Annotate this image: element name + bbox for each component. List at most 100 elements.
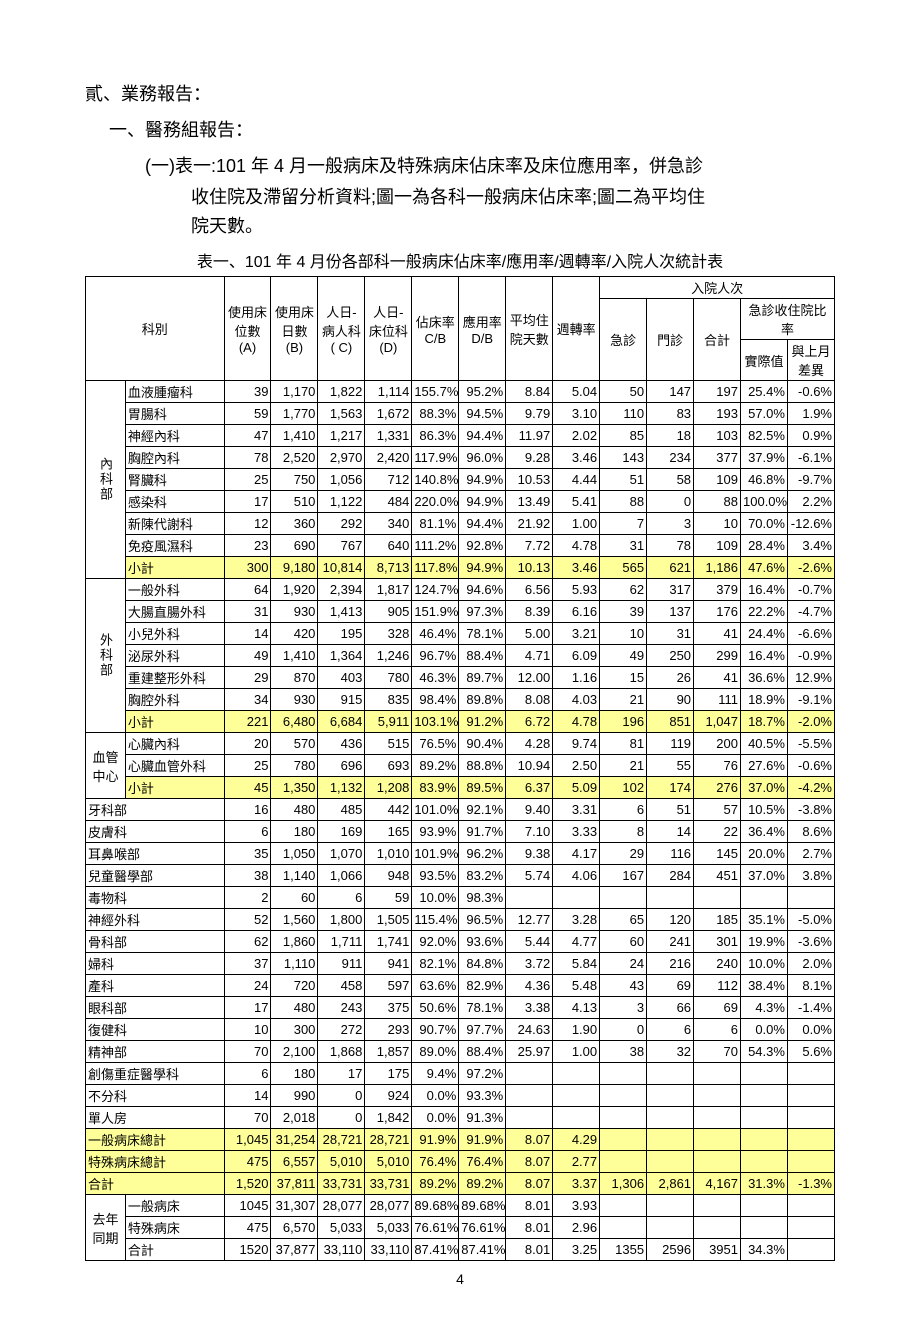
cell: 6.16: [553, 601, 600, 623]
cell: 340: [365, 513, 412, 535]
cell: 1,860: [271, 931, 318, 953]
cell: 26: [647, 667, 694, 689]
cell: [694, 1151, 741, 1173]
cell: 0: [600, 1019, 647, 1041]
cell: [647, 1151, 694, 1173]
cell: [741, 1063, 788, 1085]
cell: 10.0%: [412, 887, 459, 909]
table-row: 合計1,52037,81133,73133,73189.2%89.2%8.073…: [86, 1173, 835, 1195]
cell: [600, 1151, 647, 1173]
cell: 1.16: [553, 667, 600, 689]
row-label: 小計: [125, 711, 224, 733]
table-row: 胸腔內科782,5202,9702,420117.9%96.0%9.283.46…: [86, 447, 835, 469]
cell: 15: [600, 667, 647, 689]
cell: 31.3%: [741, 1173, 788, 1195]
cell: 90.7%: [412, 1019, 459, 1041]
cell: 293: [365, 1019, 412, 1041]
cell: 1,350: [271, 777, 318, 799]
cell: [741, 1085, 788, 1107]
cell: 13.49: [506, 491, 553, 513]
cell: 12.77: [506, 909, 553, 931]
cell: 2.02: [553, 425, 600, 447]
cell: 92.8%: [459, 535, 506, 557]
cell: 8.01: [506, 1239, 553, 1261]
row-label: 骨科部: [86, 931, 225, 953]
cell: 97.7%: [459, 1019, 506, 1041]
cell: 1.00: [553, 1041, 600, 1063]
cell: 4.03: [553, 689, 600, 711]
cell: 8.39: [506, 601, 553, 623]
cell: 930: [271, 601, 318, 623]
cell: 96.7%: [412, 645, 459, 667]
cell: 480: [271, 997, 318, 1019]
cell: 28,077: [365, 1195, 412, 1217]
cell: 1,563: [318, 403, 365, 425]
cell: 124.7%: [412, 579, 459, 601]
cell: 2,420: [365, 447, 412, 469]
cell: 0.0%: [412, 1085, 459, 1107]
cell: 5,010: [318, 1151, 365, 1173]
cell: 38: [224, 865, 271, 887]
hdr-dept: 科別: [86, 277, 225, 381]
hdr-er: 急診: [600, 299, 647, 381]
table-row: 皮膚科618016916593.9%91.7%7.103.338142236.4…: [86, 821, 835, 843]
cell: 0.0%: [741, 1019, 788, 1041]
cell: 1,817: [365, 579, 412, 601]
table-row: 大腸直腸外科319301,413905151.9%97.3%8.396.1639…: [86, 601, 835, 623]
cell: 94.9%: [459, 557, 506, 579]
table-row: 泌尿外科491,4101,3641,24696.7%88.4%4.716.094…: [86, 645, 835, 667]
hdr-er-ratio: 急診收住院比率: [741, 299, 835, 340]
cell: 97.2%: [459, 1063, 506, 1085]
cell: 29: [224, 667, 271, 689]
cell: 7: [600, 513, 647, 535]
cell: 49: [600, 645, 647, 667]
cell: 37,877: [271, 1239, 318, 1261]
cell: 1,770: [271, 403, 318, 425]
table-row: 復健科1030027229390.7%97.7%24.631.900660.0%…: [86, 1019, 835, 1041]
section-heading-1: 貳、業務報告：: [85, 80, 835, 106]
cell: 31,254: [271, 1129, 318, 1151]
cell: 63.6%: [412, 975, 459, 997]
cell: 27.6%: [741, 755, 788, 777]
cell: 780: [271, 755, 318, 777]
row-label: 大腸直腸外科: [125, 601, 224, 623]
table-row: 特殊病床4756,5705,0335,03376.61%76.61%8.012.…: [86, 1217, 835, 1239]
cell: 89.2%: [412, 1173, 459, 1195]
cell: 89.8%: [459, 689, 506, 711]
cell: 328: [365, 623, 412, 645]
cell: 14: [224, 1085, 271, 1107]
cell: 1,868: [318, 1041, 365, 1063]
cell: 82.1%: [412, 953, 459, 975]
cell: 81.1%: [412, 513, 459, 535]
group-internal: 內科部: [86, 381, 126, 579]
cell: 7.72: [506, 535, 553, 557]
cell: 6: [318, 887, 365, 909]
cell: 31: [647, 623, 694, 645]
row-label: 腎臟科: [125, 469, 224, 491]
cell: 1,331: [365, 425, 412, 447]
cell: 96.0%: [459, 447, 506, 469]
cell: 24: [224, 975, 271, 997]
table-row: 小計3009,18010,8148,713117.8%94.9%10.133.4…: [86, 557, 835, 579]
cell: 216: [647, 953, 694, 975]
cell: 39: [224, 381, 271, 403]
cell: 6.72: [506, 711, 553, 733]
cell: 420: [271, 623, 318, 645]
cell: 4.06: [553, 865, 600, 887]
cell: 9.74: [553, 733, 600, 755]
cell: 88.3%: [412, 403, 459, 425]
cell: 0: [318, 1107, 365, 1129]
cell: 69: [694, 997, 741, 1019]
cell: 103: [694, 425, 741, 447]
cell: 52: [224, 909, 271, 931]
cell: 1,520: [224, 1173, 271, 1195]
row-label: 皮膚科: [86, 821, 225, 843]
cell: 515: [365, 733, 412, 755]
cell: 70: [224, 1041, 271, 1063]
cell: 69: [647, 975, 694, 997]
cell: 1,410: [271, 645, 318, 667]
cell: 300: [224, 557, 271, 579]
cell: 3.72: [506, 953, 553, 975]
cell: 193: [694, 403, 741, 425]
group-lastyear: 去年同期: [86, 1195, 126, 1261]
